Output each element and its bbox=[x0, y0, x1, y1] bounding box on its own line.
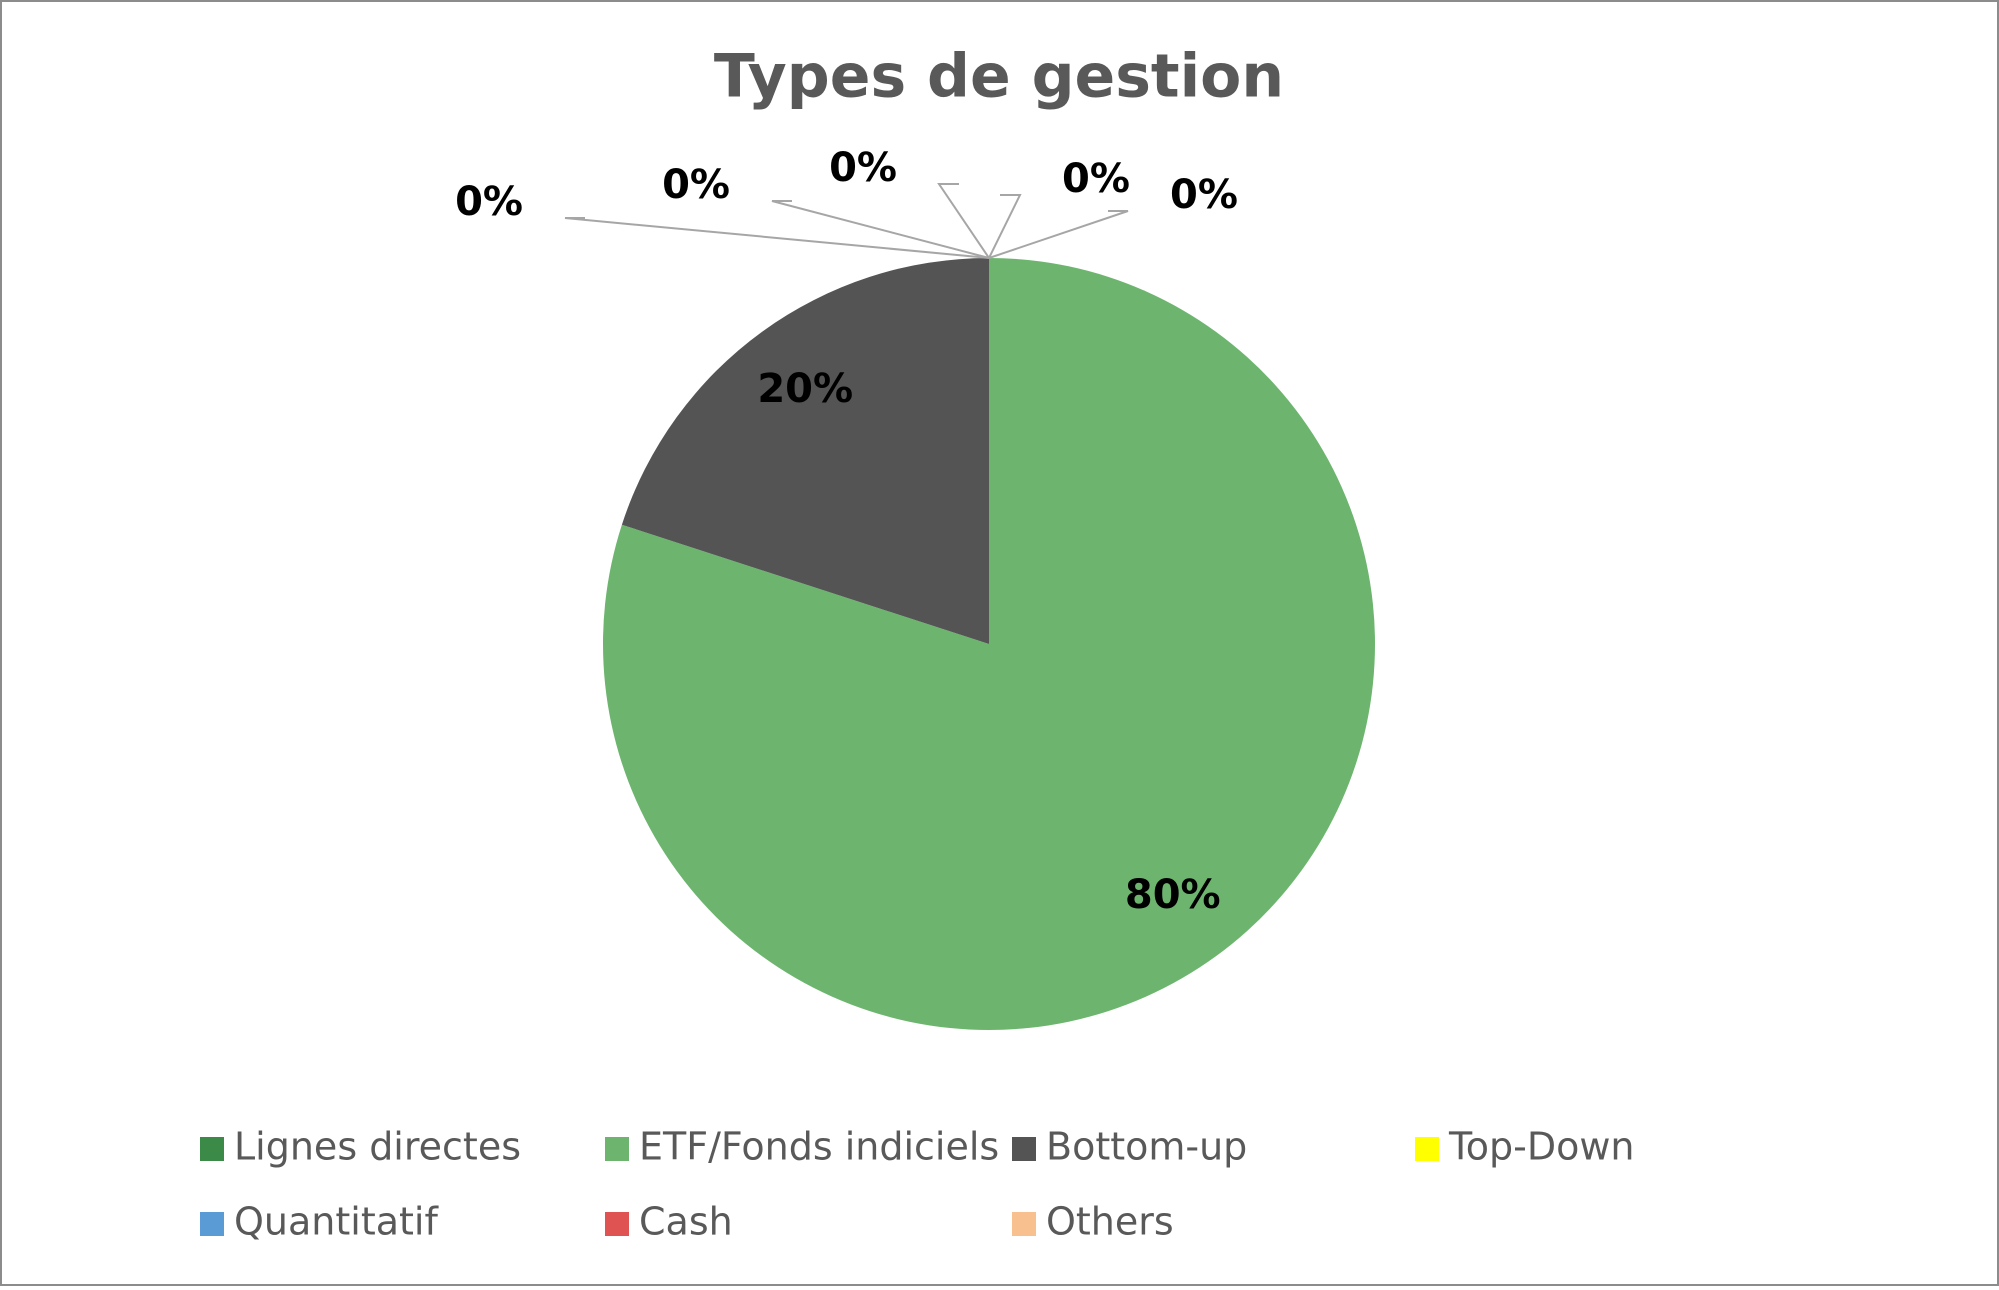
legend-label: Bottom-up bbox=[1046, 1125, 1247, 1169]
legend-swatch bbox=[1415, 1137, 1439, 1161]
data-label: 20% bbox=[757, 366, 853, 412]
legend-label: Cash bbox=[639, 1200, 733, 1244]
leader-line bbox=[771, 200, 990, 259]
leader-line bbox=[564, 217, 990, 259]
legend-swatch bbox=[1012, 1212, 1036, 1236]
legend-swatch bbox=[1012, 1137, 1036, 1161]
legend-label: Quantitatif bbox=[234, 1200, 439, 1244]
data-label: 0% bbox=[1170, 172, 1238, 218]
chart-title: Types de gestion bbox=[714, 42, 1284, 112]
data-label: 80% bbox=[1125, 872, 1221, 918]
data-label: 0% bbox=[455, 179, 523, 225]
legend-label: ETF/Fonds indiciels bbox=[639, 1125, 999, 1169]
leader-line bbox=[988, 194, 1022, 259]
legend-swatch bbox=[200, 1137, 224, 1161]
leader-line bbox=[937, 183, 990, 259]
pie-slice bbox=[621, 258, 989, 644]
legend-swatch bbox=[605, 1212, 629, 1236]
legend-swatch bbox=[200, 1212, 224, 1236]
data-label: 0% bbox=[829, 145, 897, 191]
data-label: 0% bbox=[1062, 156, 1130, 202]
leader-line bbox=[988, 210, 1129, 259]
data-label: 0% bbox=[662, 162, 730, 208]
legend-label: Lignes directes bbox=[234, 1125, 521, 1169]
legend-label: Others bbox=[1046, 1200, 1174, 1244]
legend-swatch bbox=[605, 1137, 629, 1161]
legend-label: Top-Down bbox=[1448, 1125, 1635, 1169]
